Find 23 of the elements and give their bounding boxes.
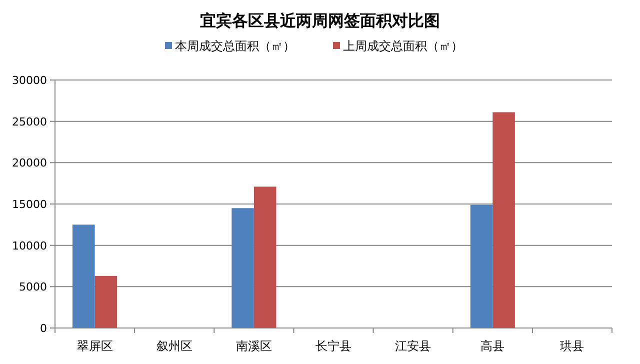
bar [254,186,276,328]
x-tick-label: 南溪区 [236,339,272,353]
chart-title: 宜宾各区县近两周网签面积对比图 [200,11,440,30]
y-tick-label: 15000 [12,198,47,211]
y-tick-label: 30000 [12,74,47,87]
y-tick-label: 10000 [12,239,47,252]
bar [72,224,95,328]
bar [94,276,118,328]
x-tick-label: 长宁县 [316,339,352,353]
bar [232,208,254,328]
y-tick-label: 5000 [19,280,47,294]
y-tick-label: 20000 [12,156,47,170]
x-tick-label: 翠屏区 [76,339,113,353]
x-tick-label: 叙州区 [156,339,192,353]
y-tick-label: 0 [40,322,47,335]
bar [492,112,515,328]
x-tick-label: 高县 [480,339,505,353]
y-tick-label: 25000 [12,115,47,128]
legend-label: 上周成交总面积（㎡） [343,39,463,53]
x-tick-label: 珙县 [560,339,584,353]
x-tick-label: 江安县 [395,339,432,353]
bar [470,204,493,328]
legend-label: 本周成交总面积（㎡） [175,39,295,53]
